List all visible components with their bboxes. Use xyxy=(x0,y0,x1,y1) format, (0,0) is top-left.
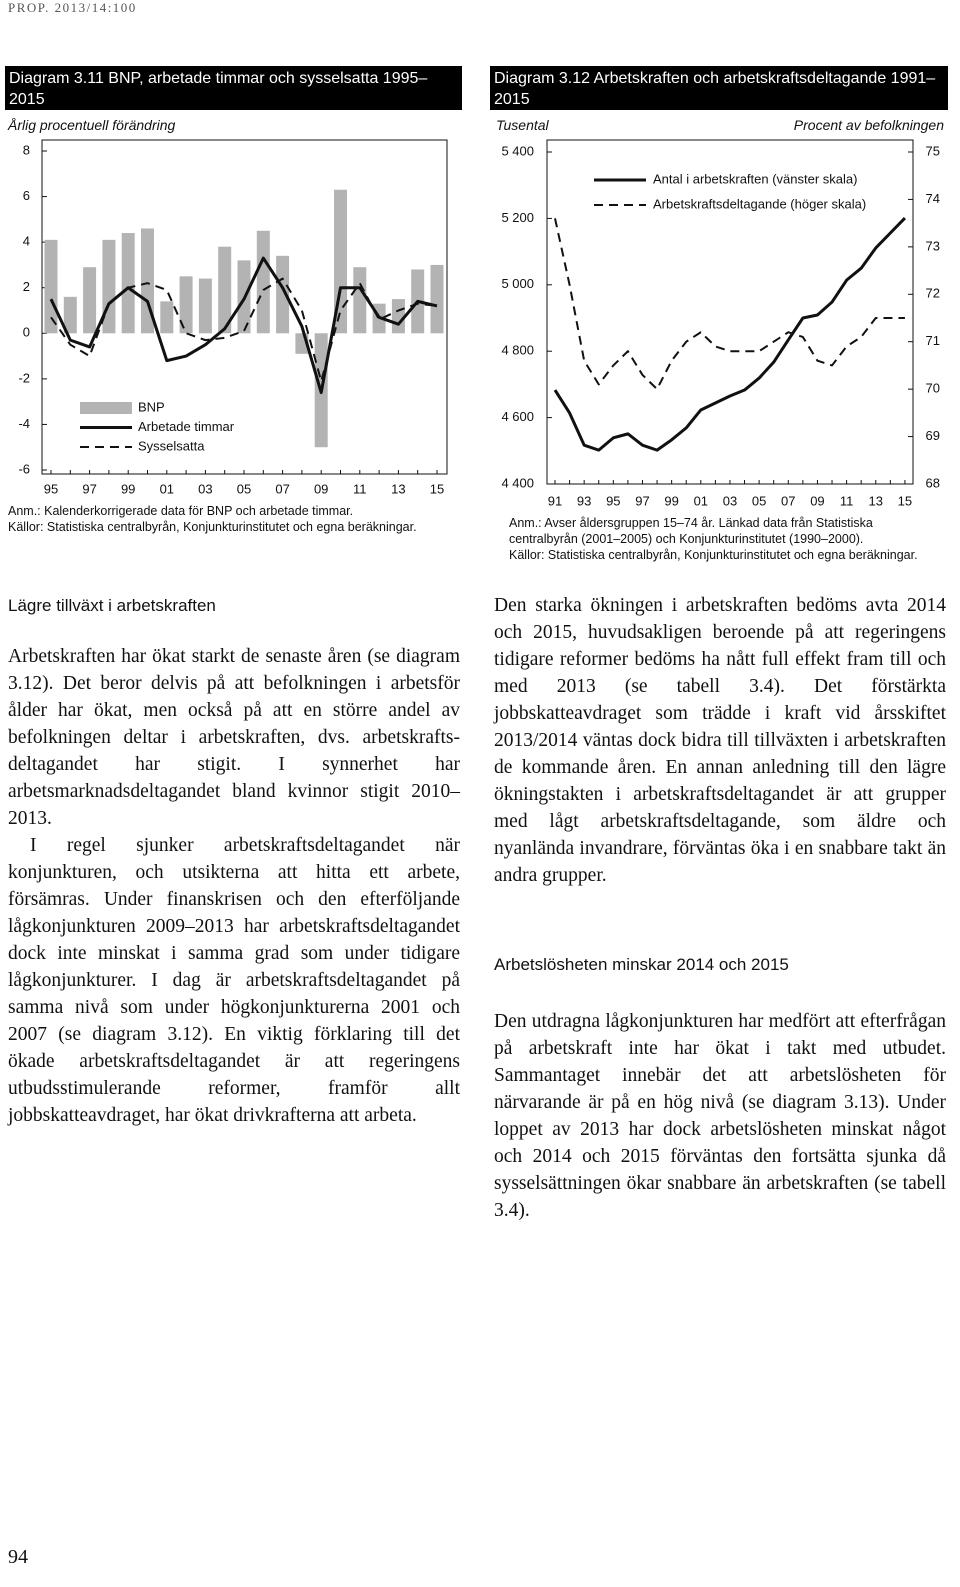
x-tick-label: 09 xyxy=(810,493,824,508)
left-column: Lägre tillväxt i arbetskraften Arbetskra… xyxy=(8,592,460,1129)
plot-frame xyxy=(546,139,914,485)
section-heading: Arbetslösheten minskar 2014 och 2015 xyxy=(494,955,789,974)
y-tick-label: 5 400 xyxy=(501,143,534,158)
bar xyxy=(63,296,77,334)
note: Anm.: Kalenderkorrigerade data för BNP o… xyxy=(8,504,354,518)
bar xyxy=(83,267,97,334)
y-tick-label: 4 400 xyxy=(501,475,534,490)
paragraph: Den utdragna lågkonjunkturen har medfört… xyxy=(494,1011,946,1221)
x-tick-label: 03 xyxy=(723,493,737,508)
y2-tick-label: 72 xyxy=(926,286,940,301)
y2-tick-label: 74 xyxy=(926,191,940,206)
x-tick-label: 07 xyxy=(781,493,795,508)
series-line xyxy=(50,277,438,383)
note: Källor: Statistiska centralbyrån, Konjun… xyxy=(8,520,417,534)
bar xyxy=(198,278,212,334)
paragraph: Den starka ökningen i arbetskraften bedö… xyxy=(494,595,946,886)
bar xyxy=(218,246,232,334)
legend-swatch xyxy=(80,402,132,414)
y2-tick-label: 73 xyxy=(926,238,940,253)
x-tick-label: 95 xyxy=(606,493,620,508)
y-tick-label: -4 xyxy=(18,416,30,431)
bar xyxy=(256,230,270,334)
series-line xyxy=(553,217,906,452)
page-number: 94 xyxy=(8,1546,28,1568)
series-line xyxy=(554,218,905,391)
y2-tick-label: 70 xyxy=(926,381,940,396)
bar xyxy=(391,299,405,334)
x-tick-label: 95 xyxy=(44,481,58,496)
y-tick-label: -6 xyxy=(18,461,30,476)
section-heading: Lägre tillväxt i arbetskraften xyxy=(8,596,216,615)
bar xyxy=(276,255,290,334)
x-tick-label: 05 xyxy=(752,493,766,508)
y2-tick-label: 75 xyxy=(926,143,940,158)
chart-subtitle: Årlig procentuell förändring xyxy=(8,117,176,133)
paragraph: Arbetskraften har ökat starkt de senaste… xyxy=(8,646,460,829)
bar xyxy=(179,276,193,334)
x-tick-label: 03 xyxy=(198,481,212,496)
chart-title: Diagram 3.12 Arbetskraften och arbetskra… xyxy=(490,66,948,110)
x-tick-label: 97 xyxy=(635,493,649,508)
bar xyxy=(160,301,174,334)
bar xyxy=(430,264,444,334)
y-tick-label: 5 000 xyxy=(501,276,534,291)
x-tick-label: 13 xyxy=(869,493,883,508)
right-column: Den starka ökningen i arbetskraften bedö… xyxy=(494,592,946,1224)
note: Anm.: Avser åldersgruppen 15–74 år. Länk… xyxy=(509,516,873,546)
y-tick-label: 2 xyxy=(23,279,30,294)
legend-label: Sysselsatta xyxy=(138,438,205,453)
x-tick-label: 05 xyxy=(237,481,251,496)
x-tick-label: 11 xyxy=(353,481,367,496)
chart-title: Diagram 3.11 BNP, arbetade timmar och sy… xyxy=(5,66,462,110)
x-tick-label: 91 xyxy=(548,493,562,508)
note: Källor: Statistiska centralbyrån, Konjun… xyxy=(509,548,918,562)
legend-label: Arbetade timmar xyxy=(138,419,235,434)
y-tick-label: 8 xyxy=(23,142,30,157)
x-tick-label: 99 xyxy=(664,493,678,508)
x-tick-label: 09 xyxy=(314,481,328,496)
y2-tick-label: 68 xyxy=(926,475,940,490)
x-tick-label: 01 xyxy=(694,493,708,508)
x-tick-label: 93 xyxy=(577,493,591,508)
y-tick-label: 4 800 xyxy=(501,343,534,358)
y-tick-label: 0 xyxy=(23,325,30,340)
x-tick-label: 97 xyxy=(82,481,96,496)
y-tick-label: -2 xyxy=(18,370,30,385)
legend-label: Arbetskraftsdeltagande (höger skala) xyxy=(653,196,866,211)
chart-notes: Anm.: Avser åldersgruppen 15–74 år. Länk… xyxy=(509,515,929,563)
x-tick-label: 07 xyxy=(275,481,289,496)
y-tick-label: 5 200 xyxy=(501,210,534,225)
x-tick-label: 11 xyxy=(840,493,854,508)
x-tick-label: 13 xyxy=(391,481,405,496)
y-tick-label: 4 600 xyxy=(501,409,534,424)
x-tick-label: 99 xyxy=(121,481,135,496)
x-tick-label: 15 xyxy=(898,493,912,508)
x-tick-label: 15 xyxy=(430,481,444,496)
legend-label: BNP xyxy=(138,399,165,414)
bar xyxy=(44,239,58,334)
y-axis-label: Tusental xyxy=(496,117,549,133)
chart-notes: Anm.: Kalenderkorrigerade data för BNP o… xyxy=(8,503,463,535)
bar xyxy=(353,267,367,334)
y2-axis-label: Procent av befolkningen xyxy=(793,117,944,133)
running-header: PROP. 2013/14:100 xyxy=(8,0,137,15)
legend-label: Antal i arbetskraften (vänster skala) xyxy=(653,171,857,186)
bar xyxy=(121,233,135,334)
bar xyxy=(102,239,116,334)
y2-tick-label: 69 xyxy=(926,428,940,443)
y-tick-label: 4 xyxy=(23,234,30,249)
y2-tick-label: 71 xyxy=(926,333,940,348)
y-tick-label: 6 xyxy=(23,188,30,203)
paragraph: I regel sjunker arbetskraftsdeltagandet … xyxy=(8,835,460,1126)
x-tick-label: 01 xyxy=(160,481,174,496)
